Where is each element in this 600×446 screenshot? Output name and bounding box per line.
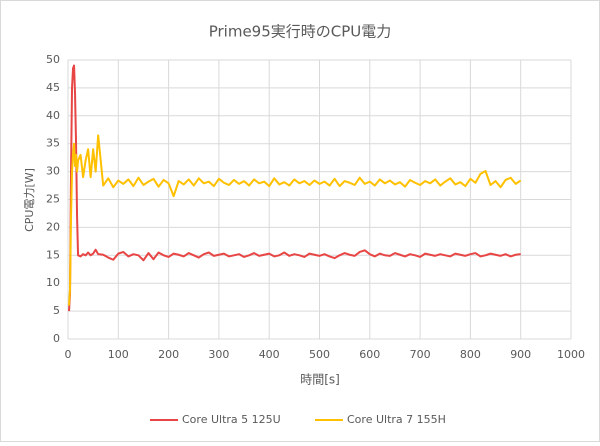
y-axis-label: CPU電力[W] [23,168,36,232]
chart-title: Prime95実行時のCPU電力 [209,23,392,41]
x-tick-label: 200 [158,348,179,361]
y-tick-label: 50 [46,53,60,66]
y-tick-label: 25 [46,193,60,206]
y-tick-label: 35 [46,137,60,150]
y-tick-label: 10 [46,276,60,289]
x-tick-label: 500 [309,348,330,361]
legend-label: Core Ultra 7 155H [347,413,446,426]
y-tick-label: 15 [46,248,60,261]
x-tick-label: 600 [359,348,380,361]
x-tick-label: 0 [65,348,72,361]
x-tick-label: 400 [259,348,280,361]
y-tick-label: 45 [46,81,60,94]
x-tick-label: 300 [208,348,229,361]
x-tick-label: 1000 [557,348,585,361]
y-tick-label: 30 [46,165,60,178]
x-tick-label: 700 [410,348,431,361]
data-line [68,64,521,312]
x-tick-label: 800 [460,348,481,361]
y-tick-label: 0 [53,332,60,345]
x-axis-label: 時間[s] [300,373,340,387]
x-tick-label: 900 [510,348,531,361]
y-tick-label: 20 [46,220,60,233]
x-tick-label: 100 [108,348,129,361]
y-tick-label: 5 [53,304,60,317]
y-tick-label: 40 [46,109,60,122]
legend-label: Core Ultra 5 125U [182,413,281,426]
data-line [68,134,522,306]
